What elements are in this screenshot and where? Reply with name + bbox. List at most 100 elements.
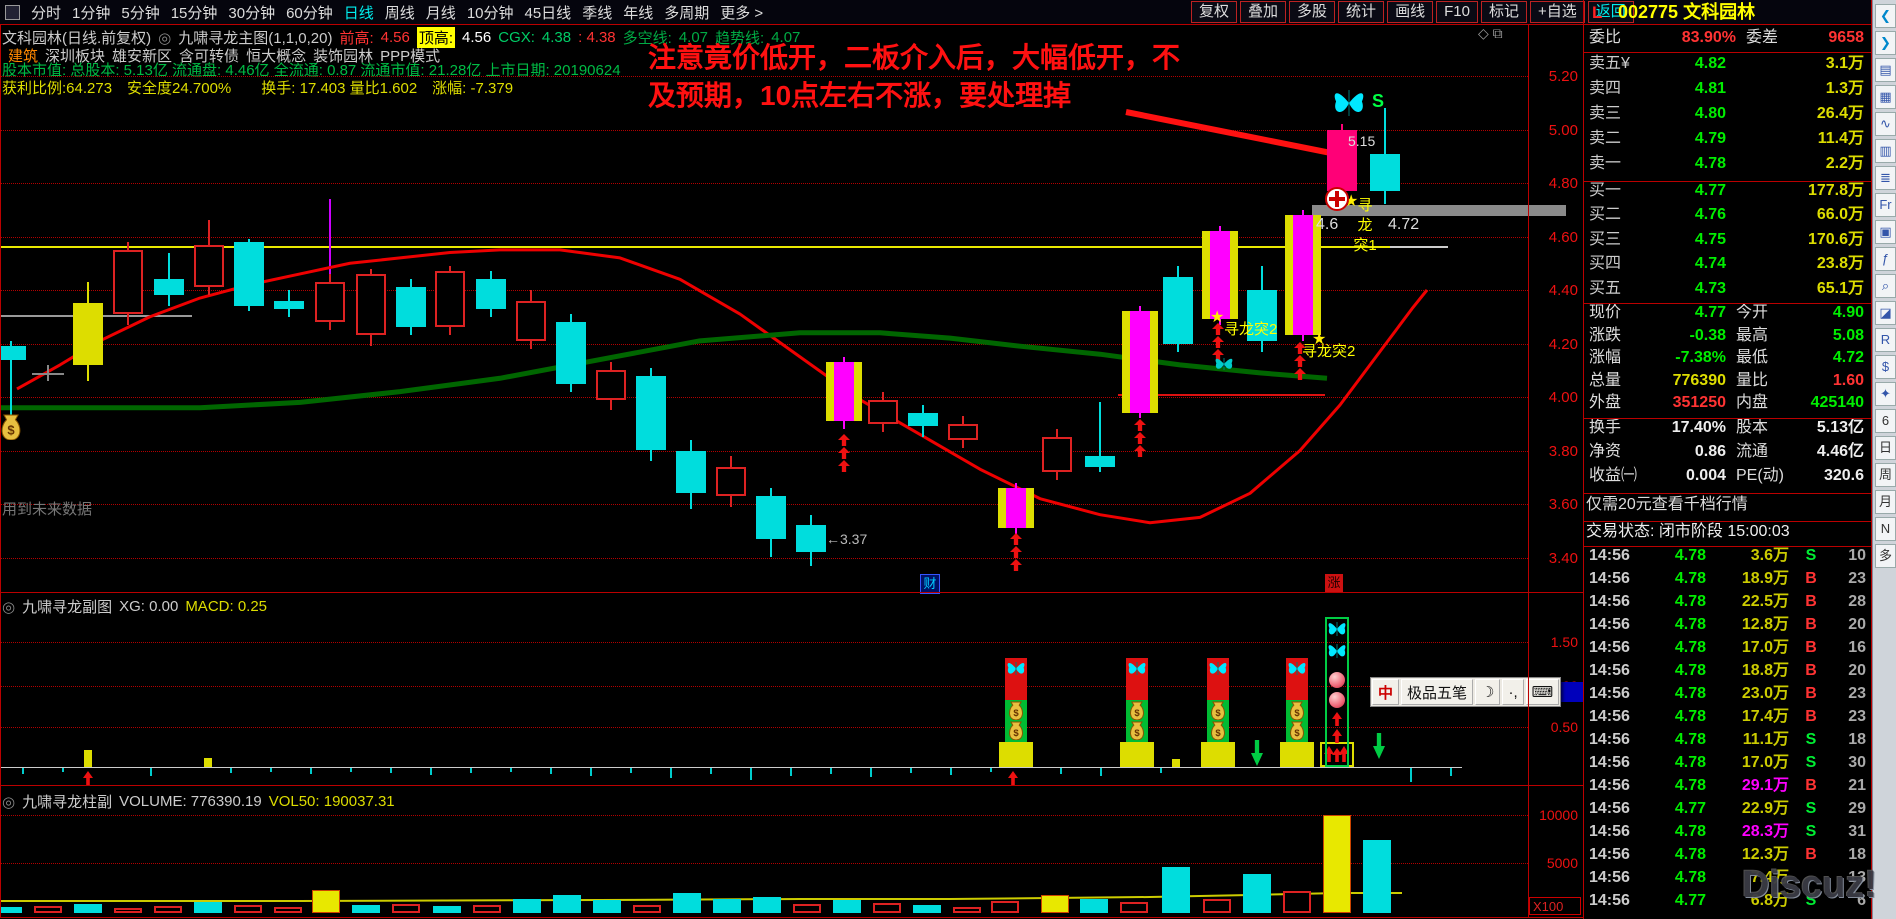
tab-period-1[interactable]: 1分钟 [72, 4, 111, 22]
tab-period-4[interactable]: 30分钟 [228, 4, 276, 22]
stat-row-3[interactable]: 总量 776390 量比 1.60 [1586, 372, 1868, 395]
stat-row-7-cell-3: 320.6 [1823, 467, 1864, 484]
tab-period-10[interactable]: 45日线 [524, 4, 572, 22]
tape-row-8[interactable]: 14:56 4.78 11.1万 S 18 [1586, 732, 1868, 754]
tab-period-3[interactable]: 15分钟 [170, 4, 218, 22]
sidebar-tool-icon-15[interactable]: 6 [1875, 409, 1896, 433]
volume-bar-c [913, 905, 941, 913]
ime-toolbar[interactable]: 中极品五笔 ☽ ·, ⌨ [1370, 677, 1562, 707]
tab-period-9[interactable]: 10分钟 [466, 4, 514, 22]
sidebar-tool-icon-18[interactable]: 月 [1875, 490, 1896, 514]
volume-bar-r [953, 907, 981, 913]
sidebar-tool-icon-13[interactable]: $ [1875, 355, 1896, 379]
bid-row-5[interactable]: 买五 4.73 65.1万 [1586, 280, 1868, 303]
main-gridline [0, 557, 1528, 559]
tape-row-2-cell-4: 28 [1848, 593, 1866, 610]
chart-corner-icons[interactable]: ◇ ⧉ [1478, 25, 1503, 41]
toolbar-button-多股[interactable]: 多股 [1289, 1, 1336, 23]
tape-row-2[interactable]: 14:56 4.78 22.5万 B 28 [1586, 594, 1868, 616]
sidebar-tool-icon-16[interactable]: 日 [1875, 436, 1896, 460]
toolbar-button-画线[interactable]: 画线 [1387, 1, 1434, 23]
ask-row-4[interactable]: 卖四 4.81 1.3万 [1586, 81, 1868, 103]
sidebar-tool-icon-4[interactable]: ∿ [1875, 112, 1896, 136]
toolbar-button-统计[interactable]: 统计 [1338, 1, 1385, 23]
sidebar-tool-icon-11[interactable]: ◪ [1875, 301, 1896, 325]
stat-row-7[interactable]: 收益㈠ 0.004 PE(动) 320.6 [1586, 468, 1868, 490]
tape-row-3[interactable]: 14:56 4.78 12.8万 B 20 [1586, 617, 1868, 639]
sidebar-tool-icon-17[interactable]: 周 [1875, 463, 1896, 487]
tab-period-7[interactable]: 周线 [384, 4, 415, 22]
sidebar-tool-icon-2[interactable]: ▤ [1875, 58, 1896, 82]
tab-period-5[interactable]: 60分钟 [286, 4, 333, 22]
sidebar-tool-icon-6[interactable]: ≣ [1875, 166, 1896, 190]
ime-item-2[interactable]: ☽ [1475, 679, 1501, 705]
tape-row-15[interactable]: 14:56 4.77 6.8万 S 6 [1586, 893, 1868, 915]
tab-period-11[interactable]: 季线 [582, 4, 613, 22]
stat-row-5[interactable]: 换手 17.40% 股本 5.13亿 [1586, 420, 1868, 442]
sub-yellow-bar [204, 758, 212, 767]
sidebar-tool-icon-9[interactable]: ƒ [1875, 247, 1896, 271]
tape-row-11[interactable]: 14:56 4.77 22.9万 S 29 [1586, 801, 1868, 823]
app-window-icon[interactable] [5, 4, 20, 20]
tape-row-0[interactable]: 14:56 4.78 3.6万 S 10 [1586, 548, 1868, 570]
tab-period-12[interactable]: 年线 [623, 4, 654, 22]
ask-row-2[interactable]: 卖二 4.79 11.4万 [1586, 131, 1868, 153]
tape-row-9[interactable]: 14:56 4.78 17.0万 S 30 [1586, 755, 1868, 777]
sidebar-tool-icon-10[interactable]: ⌕ [1875, 274, 1896, 298]
sidebar-tool-icon-1[interactable]: ❯ [1875, 31, 1896, 55]
ime-item-0[interactable]: 中 [1372, 679, 1400, 705]
zhang-axis-marker: 涨 [1325, 574, 1343, 592]
toolbar-button-F10[interactable]: F10 [1436, 1, 1478, 23]
toolbar-button-复权[interactable]: 复权 [1191, 1, 1238, 23]
bid-row-4[interactable]: 买四 4.74 23.8万 [1586, 256, 1868, 278]
tab-period-13[interactable]: 多周期 [664, 4, 710, 22]
stat-row-0[interactable]: 现价 4.77 今开 4.90 [1586, 305, 1868, 327]
promo-row[interactable]: 仅需20元查看千档行情 [1586, 496, 1748, 513]
ime-item-1[interactable]: 极品五笔 [1401, 679, 1474, 705]
tab-period-0[interactable]: 分时 [31, 4, 62, 22]
toolbar-button-+自选[interactable]: +自选 [1529, 1, 1585, 23]
sidebar-tool-icon-14[interactable]: ✦ [1875, 382, 1896, 406]
tab-period-2[interactable]: 5分钟 [121, 4, 160, 22]
tape-row-14[interactable]: 14:56 4.78 7.4万 13 [1586, 870, 1868, 892]
ask-row-1[interactable]: 卖一 4.78 2.2万 [1586, 156, 1868, 178]
low-price-label: ←3.37 [826, 531, 868, 547]
tape-row-13[interactable]: 14:56 4.78 12.3万 B 18 [1586, 847, 1868, 869]
ask-row-3[interactable]: 卖三 4.80 26.4万 [1586, 106, 1868, 128]
tape-row-10[interactable]: 14:56 4.78 29.1万 B 21 [1586, 778, 1868, 800]
sidebar-tool-icon-8[interactable]: ▣ [1875, 220, 1896, 244]
sidebar-tool-icon-5[interactable]: ▥ [1875, 139, 1896, 163]
stat-row-4[interactable]: 外盘 351250 内盘 425140 [1586, 395, 1868, 417]
stat-row-6[interactable]: 净资 0.86 流通 4.46亿 [1586, 444, 1868, 466]
ime-item-3[interactable]: ·, [1502, 679, 1524, 705]
sidebar-tool-icon-3[interactable]: ▦ [1875, 85, 1896, 109]
stat-row-2[interactable]: 涨幅 -7.38% 最低 4.72 [1586, 350, 1868, 372]
tab-period-14[interactable]: 更多 > [720, 4, 764, 22]
toolbar-button-叠加[interactable]: 叠加 [1240, 1, 1287, 23]
sub-title-row-seg-1: 九啸寻龙副图 [22, 599, 113, 616]
bid-row-1[interactable]: 买一 4.77 177.8万 [1586, 183, 1868, 205]
main-axis-label: 4.60 [1548, 228, 1578, 246]
tab-period-6[interactable]: 日线 [343, 4, 374, 22]
bid-row-3[interactable]: 买三 4.75 170.6万 [1586, 231, 1868, 254]
tape-row-4[interactable]: 14:56 4.78 17.0万 B 16 [1586, 640, 1868, 662]
quote-weibi-row[interactable]: 委比 83.90% 委差 9658 [1586, 30, 1868, 52]
tape-row-1[interactable]: 14:56 4.78 18.9万 B 23 [1586, 571, 1868, 593]
tape-row-12[interactable]: 14:56 4.78 28.3万 S 31 [1586, 824, 1868, 846]
sidebar-tool-icon-12[interactable]: R [1875, 328, 1896, 352]
tab-period-8[interactable]: 月线 [425, 4, 456, 22]
stat-row-1[interactable]: 涨跌 -0.38 最高 5.08 [1586, 327, 1868, 350]
toolbar-button-标记[interactable]: 标记 [1480, 1, 1527, 23]
stat-row-2-cell-0: 涨幅 [1589, 349, 1622, 367]
sidebar-tool-icon-20[interactable]: 多 [1875, 544, 1896, 568]
tape-row-6[interactable]: 14:56 4.78 23.0万 B 23 [1586, 686, 1868, 708]
sidebar-tool-icon-7[interactable]: Fr [1875, 193, 1896, 217]
ask-row-5[interactable]: 卖五¥ 4.82 3.1万 [1586, 56, 1868, 78]
sidebar-tool-icon-19[interactable]: N [1875, 517, 1896, 541]
bid-row-2[interactable]: 买二 4.76 66.0万 [1586, 207, 1868, 229]
tape-row-5[interactable]: 14:56 4.78 18.8万 B 20 [1586, 663, 1868, 685]
tape-row-7[interactable]: 14:56 4.78 17.4万 B 23 [1586, 709, 1868, 731]
sidebar-tool-icon-0[interactable]: ❮ [1875, 4, 1896, 28]
toolbar-button-返回[interactable]: 返回 [1587, 1, 1634, 23]
ime-item-4[interactable]: ⌨ [1525, 679, 1560, 705]
